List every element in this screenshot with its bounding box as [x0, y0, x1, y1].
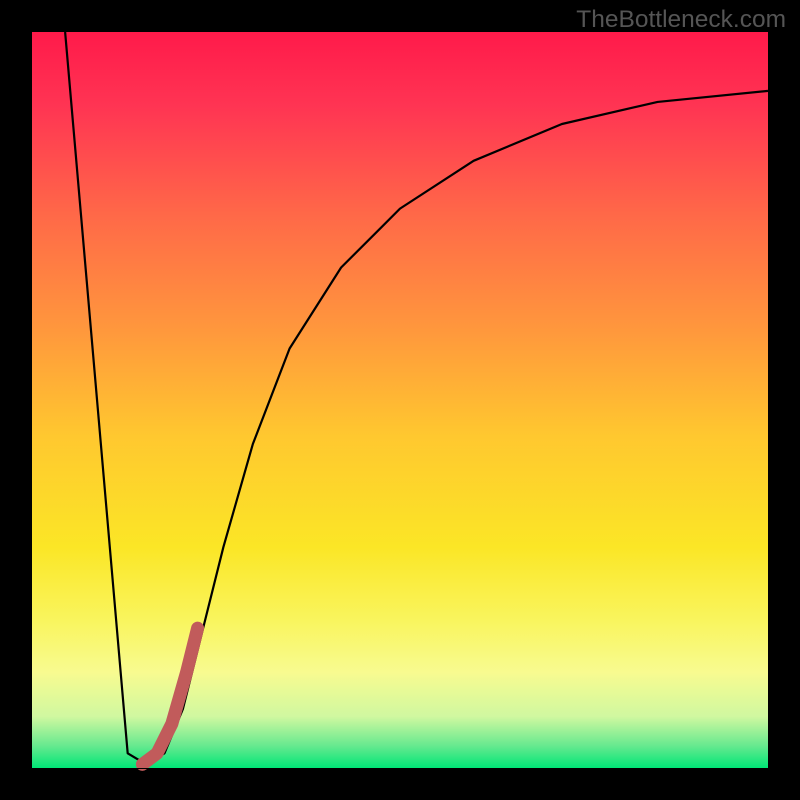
- bottleneck-chart: TheBottleneck.com: [0, 0, 800, 800]
- gradient-background: [32, 32, 768, 768]
- chart-svg: [0, 0, 800, 800]
- watermark-text: TheBottleneck.com: [576, 6, 786, 34]
